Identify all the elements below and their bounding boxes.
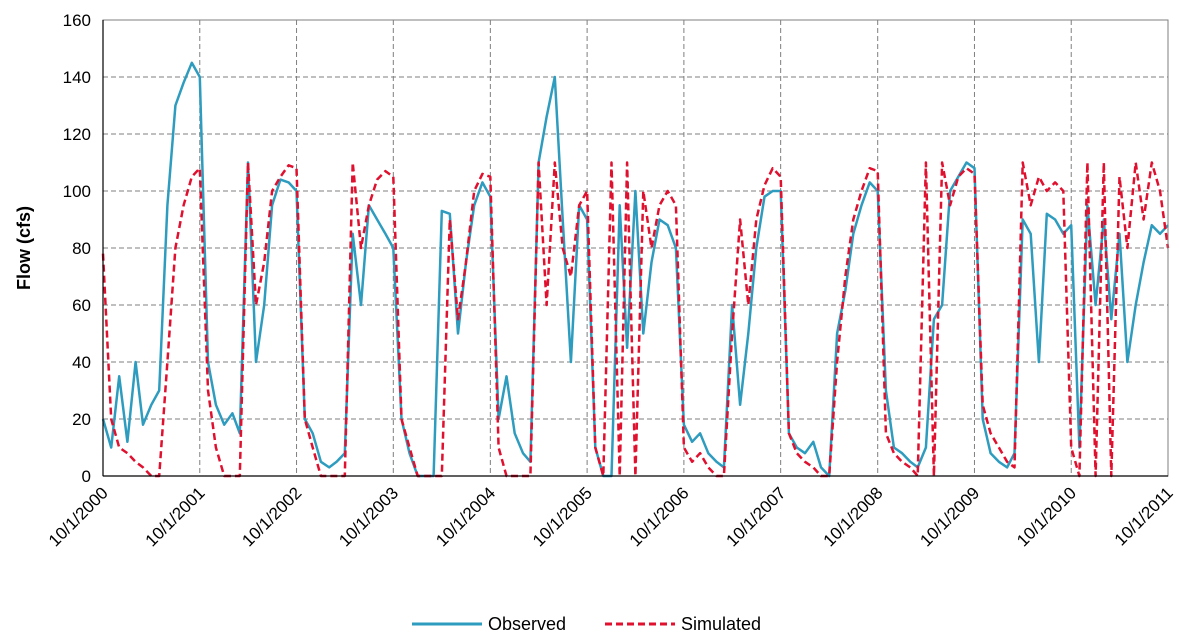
series-line-simulated	[101, 161, 1170, 478]
y-tick-label: 0	[82, 467, 91, 486]
x-tick-label: 10/1/2007	[723, 483, 790, 550]
y-tick-label: 60	[72, 296, 91, 315]
x-tick-label: 10/1/2010	[1013, 483, 1080, 550]
x-tick-label: 10/1/2011	[1111, 483, 1177, 549]
y-tick-label: 160	[63, 11, 91, 30]
legend-label-observed: Observed	[488, 614, 566, 634]
x-tick-label: 10/1/2001	[142, 483, 209, 550]
grid	[103, 19, 1169, 476]
y-tick-labels: 0 20 40 60 80 100 120 140 160	[63, 11, 91, 486]
x-tick-labels: 10/1/2000 10/1/2001 10/1/2002 10/1/2003 10/1…	[45, 483, 1177, 550]
legend: Observed Simulated	[412, 614, 761, 634]
x-tick-label: 10/1/2003	[335, 483, 402, 550]
y-tick-label: 100	[63, 182, 91, 201]
y-tick-label: 120	[63, 125, 91, 144]
y-tick-label: 140	[63, 68, 91, 87]
x-tick-label: 10/1/2002	[238, 483, 305, 550]
y-tick-label: 40	[72, 353, 91, 372]
legend-label-simulated: Simulated	[681, 614, 761, 634]
x-tick-label: 10/1/2000	[45, 483, 112, 550]
x-tick-label: 10/1/2006	[626, 483, 693, 550]
series-line-observed	[101, 61, 1169, 478]
x-tick-label: 10/1/2008	[820, 483, 887, 550]
x-tick-label: 10/1/2004	[432, 483, 499, 550]
y-tick-label: 80	[72, 239, 91, 258]
series-layer	[101, 61, 1170, 478]
y-axis-label: Flow (cfs)	[14, 206, 34, 290]
y-tick-label: 20	[72, 410, 91, 429]
x-tick-label: 10/1/2009	[916, 483, 983, 550]
x-tick-label: 10/1/2005	[529, 483, 596, 550]
axes	[102, 19, 1169, 477]
